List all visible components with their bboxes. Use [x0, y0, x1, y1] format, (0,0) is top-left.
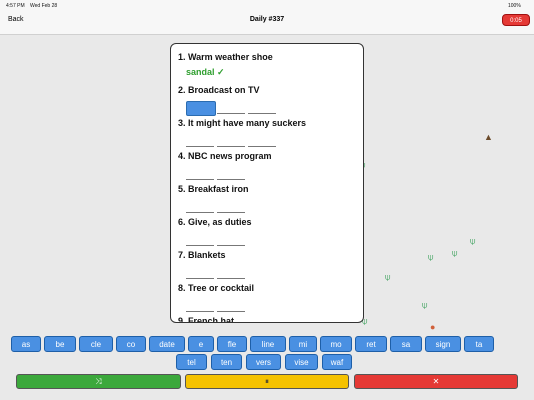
answer-slot[interactable]	[186, 311, 214, 312]
word-tile[interactable]: waf	[322, 354, 352, 370]
word-tile[interactable]: line	[250, 336, 286, 352]
cactus: ⍦	[470, 236, 476, 246]
back-button[interactable]: Back	[8, 16, 24, 23]
answer-slot[interactable]	[186, 245, 214, 246]
answer-slot[interactable]	[217, 212, 245, 213]
word-tile[interactable]: date	[149, 336, 185, 352]
timer[interactable]: 0:05	[502, 14, 530, 26]
clue-text: 5. Breakfast iron	[178, 184, 249, 194]
word-tile[interactable]: cle	[79, 336, 113, 352]
word-tile[interactable]: sa	[390, 336, 422, 352]
cactus: ⍦	[362, 316, 368, 326]
clue-text: 7. Blankets	[178, 250, 226, 260]
word-tile[interactable]: ta	[464, 336, 494, 352]
animal: ▲	[484, 132, 493, 142]
word-tile[interactable]: mo	[320, 336, 352, 352]
top-bar	[0, 0, 534, 35]
clue-text: 6. Give, as duties	[178, 217, 252, 227]
selected-slot[interactable]	[186, 101, 216, 116]
answer-slot[interactable]	[248, 146, 276, 147]
word-tile[interactable]: vers	[246, 354, 281, 370]
word-tile[interactable]: be	[44, 336, 76, 352]
clue-text: 1. Warm weather shoe	[178, 52, 273, 62]
word-tile[interactable]: fle	[217, 336, 247, 352]
answer-slot[interactable]	[186, 278, 214, 279]
answer-slot[interactable]	[217, 179, 245, 180]
clue-text: 2. Broadcast on TV	[178, 85, 260, 95]
clue-text: 9. French hat	[178, 316, 235, 323]
cactus: ⍦	[385, 272, 391, 282]
answer-slot[interactable]	[186, 146, 214, 147]
word-tile[interactable]: co	[116, 336, 146, 352]
cactus: ⍦	[452, 248, 458, 258]
word-tile[interactable]: mi	[289, 336, 317, 352]
clue-card: 1. Warm weather shoe sandal ✓ 2. Broadcast…	[170, 43, 364, 323]
nav-title: Daily #337	[249, 16, 285, 23]
clue-text: 4. NBC news program	[178, 151, 272, 161]
answer-slot[interactable]	[186, 179, 214, 180]
word-tile[interactable]: tel	[176, 354, 207, 370]
answer-slot[interactable]	[217, 278, 245, 279]
clue-text: 3. It might have many suckers	[178, 118, 307, 128]
pause-button[interactable]: ⏸	[185, 374, 349, 389]
answer-slot[interactable]	[217, 311, 245, 312]
word-tile[interactable]: ret	[355, 336, 387, 352]
answer-slot[interactable]	[217, 245, 245, 246]
answer-slot[interactable]	[217, 146, 245, 147]
word-tile[interactable]: ten	[211, 354, 242, 370]
shuffle-button[interactable]: ⤨	[16, 374, 181, 389]
status-date: Wed Feb 28	[30, 3, 58, 9]
word-tile[interactable]: vise	[285, 354, 318, 370]
answer-slot[interactable]	[217, 113, 245, 114]
word-tile[interactable]: sign	[425, 336, 461, 352]
clue-text: 8. Tree or cocktail	[178, 283, 255, 293]
word-tile[interactable]: as	[11, 336, 41, 352]
status-time: 4:57 PM	[6, 3, 25, 9]
word-tile[interactable]: e	[188, 336, 214, 352]
status-battery: 100%	[508, 3, 521, 9]
clear-button[interactable]: ✕	[354, 374, 518, 389]
answer-slot[interactable]	[248, 113, 276, 114]
clue-answer: sandal ✓	[186, 67, 225, 77]
cactus: ⍦	[422, 300, 428, 310]
answer-slot[interactable]	[186, 212, 214, 213]
cactus: ⍦	[428, 252, 434, 262]
animal: ●	[430, 322, 436, 332]
